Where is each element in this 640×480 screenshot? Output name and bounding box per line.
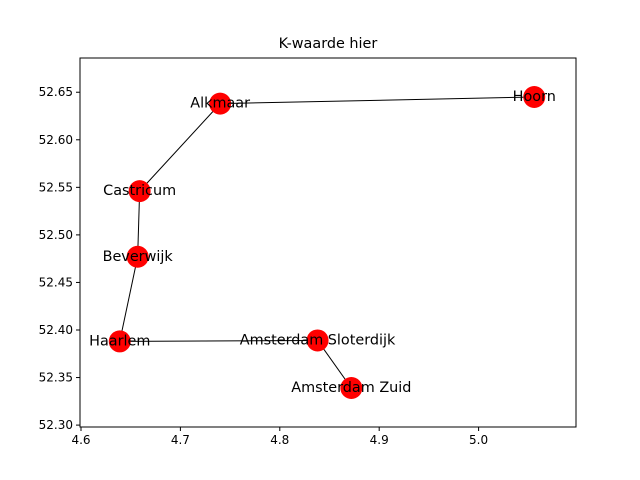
y-tick-label: 52.60 — [39, 133, 73, 147]
node-label-amsterdam-sloterdijk: Amsterdam Sloterdijk — [240, 332, 396, 348]
x-tick-label: 4.8 — [270, 433, 289, 447]
x-tick-label: 4.6 — [71, 433, 90, 447]
y-tick-label: 52.40 — [39, 323, 73, 337]
edge-alkmaar-castricum — [139, 103, 221, 192]
node-label-castricum: Castricum — [103, 183, 176, 199]
x-tick-label: 4.9 — [370, 433, 389, 447]
node-amsterdam-zuid — [340, 377, 363, 400]
x-axis: 4.6 4.7 4.8 4.9 5.0 — [71, 427, 488, 447]
node-haarlem — [108, 330, 131, 353]
node-beverwijk — [126, 245, 149, 268]
y-tick-label: 52.45 — [39, 275, 73, 289]
y-axis: 52.30 52.35 52.40 52.45 52.50 52.55 52.60 52.65 — [39, 85, 80, 432]
edge-beverwijk-haarlem — [119, 256, 139, 342]
nodes-layer — [108, 85, 546, 400]
x-tick-label: 4.7 — [171, 433, 190, 447]
node-alkmaar — [209, 92, 232, 115]
edge-haarlem-amsterdam-sloterdijk — [119, 339, 318, 342]
x-tick-label: 5.0 — [469, 433, 488, 447]
node-label-haarlem: Haarlem — [89, 333, 150, 349]
node-label-amsterdam-zuid: Amsterdam Zuid — [291, 380, 411, 396]
node-castricum — [128, 180, 151, 203]
y-tick-label: 52.55 — [39, 180, 73, 194]
y-tick-label: 52.35 — [39, 371, 73, 385]
node-amsterdam-sloterdijk — [306, 329, 329, 352]
y-tick-label: 52.65 — [39, 85, 73, 99]
y-tick-label: 52.30 — [39, 418, 73, 432]
plot-frame — [79, 57, 577, 428]
node-hoorn — [523, 85, 546, 108]
node-labels-layer: Hoorn Alkmaar Castricum Beverwijk Haarlem Ams… — [89, 89, 556, 396]
node-label-hoorn: Hoorn — [513, 89, 556, 105]
chart-title: K-waarde hier — [279, 36, 378, 52]
y-tick-label: 52.50 — [39, 228, 73, 242]
node-label-beverwijk: Beverwijk — [103, 249, 174, 265]
node-label-alkmaar: Alkmaar — [190, 96, 250, 112]
edge-hoorn-alkmaar — [220, 96, 535, 105]
